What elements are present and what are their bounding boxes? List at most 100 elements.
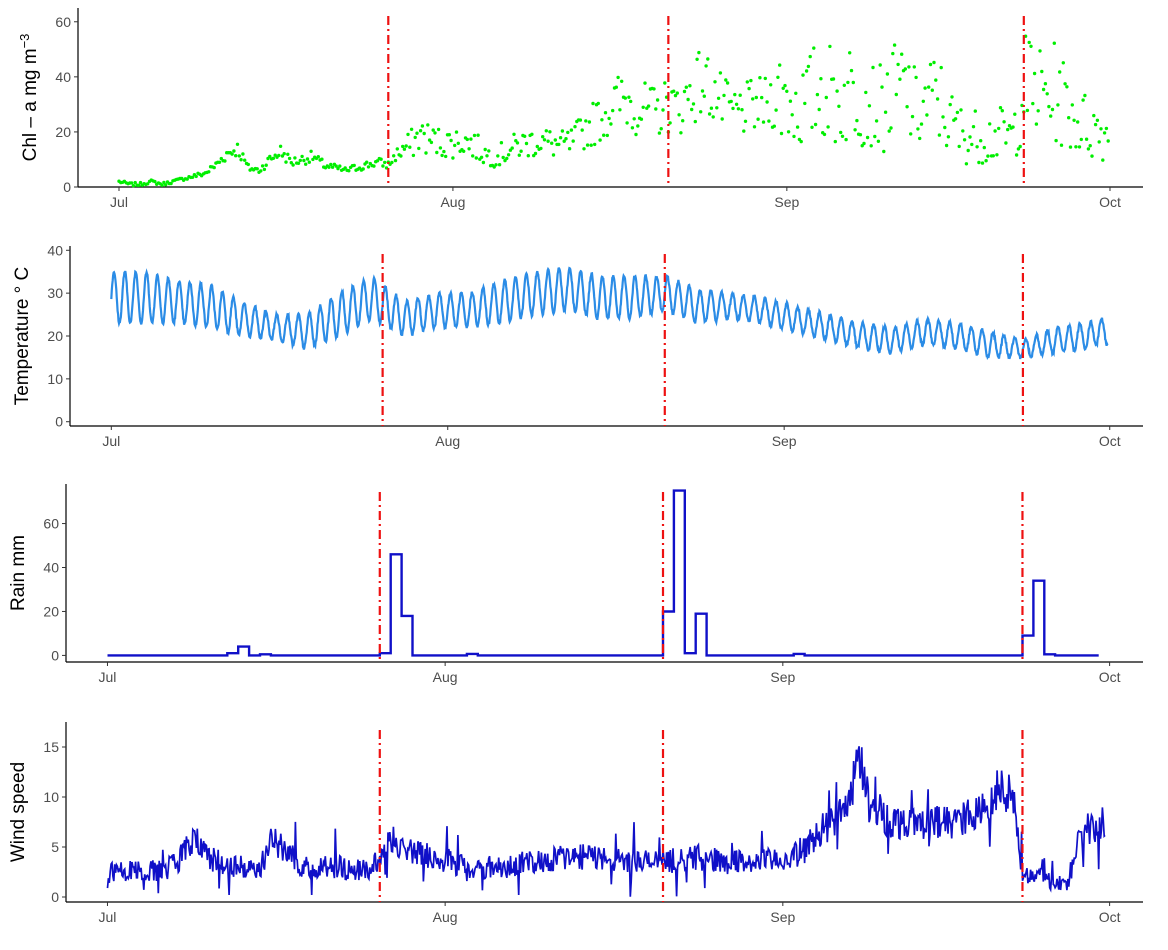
chl-a-point bbox=[1101, 158, 1105, 162]
chl-a-point bbox=[754, 95, 758, 100]
chl-a-point bbox=[695, 57, 699, 61]
chl-a-point bbox=[413, 135, 417, 140]
x-tick-label: Jul bbox=[110, 194, 128, 210]
chl-a-point bbox=[1031, 101, 1035, 106]
chl-a-point bbox=[772, 124, 776, 128]
chl-a-point bbox=[1067, 116, 1071, 120]
x-tick-label: Aug bbox=[433, 669, 458, 685]
chl-a-point bbox=[567, 147, 572, 151]
chl-a-point bbox=[887, 129, 891, 133]
chl-a-point bbox=[778, 63, 782, 67]
chl-a-point bbox=[639, 117, 644, 121]
chl-a-point bbox=[336, 166, 340, 171]
chl-a-point bbox=[519, 149, 523, 153]
chl-a-point bbox=[1061, 61, 1066, 65]
chl-a-point bbox=[998, 106, 1003, 110]
chl-a-point bbox=[499, 141, 504, 145]
chl-a-point bbox=[693, 119, 697, 124]
chl-a-point bbox=[618, 108, 622, 112]
chl-a-point bbox=[526, 154, 530, 158]
chl-a-point bbox=[533, 151, 538, 156]
chl-a-point bbox=[444, 154, 448, 159]
chl-a-point bbox=[293, 156, 297, 160]
chl-a-point bbox=[646, 104, 651, 108]
chl-a-point bbox=[630, 126, 635, 130]
chl-a-point bbox=[160, 183, 164, 187]
chl-a-point bbox=[560, 129, 565, 133]
chl-a-point bbox=[982, 145, 986, 150]
chl-a-point bbox=[817, 107, 821, 112]
chl-a-point bbox=[697, 50, 701, 55]
chl-a-point bbox=[230, 152, 234, 156]
chl-a-point bbox=[833, 139, 837, 144]
chl-a-point bbox=[422, 131, 426, 136]
y-tick-label: 60 bbox=[43, 516, 59, 532]
chl-a-point bbox=[1040, 69, 1044, 74]
chl-a-point bbox=[544, 129, 548, 133]
chl-a-point bbox=[164, 183, 168, 187]
chl-a-point bbox=[304, 162, 308, 166]
chl-a-point bbox=[779, 131, 784, 136]
chl-a-point bbox=[589, 143, 593, 147]
chl-a-point bbox=[451, 156, 455, 160]
chl-a-points bbox=[117, 34, 1110, 188]
chl-a-point bbox=[813, 122, 818, 127]
chl-a-point bbox=[1002, 120, 1006, 124]
chl-a-point bbox=[453, 143, 457, 148]
chl-a-point bbox=[882, 149, 886, 154]
chl-a-point bbox=[918, 136, 922, 141]
chl-a-point bbox=[885, 72, 890, 76]
chl-a-point bbox=[1027, 40, 1031, 45]
chl-a-point bbox=[268, 154, 272, 159]
chl-a-point bbox=[523, 134, 527, 138]
chl-a-point bbox=[878, 63, 882, 67]
chl-a-point bbox=[734, 102, 739, 107]
chl-a-point bbox=[715, 106, 719, 110]
chl-a-point bbox=[627, 95, 631, 99]
chl-a-point bbox=[602, 133, 606, 137]
chl-a-point bbox=[1004, 141, 1008, 145]
chl-a-point bbox=[837, 104, 841, 109]
chl-a-point bbox=[571, 139, 575, 143]
chl-a-point bbox=[980, 161, 985, 165]
chl-a-point bbox=[641, 105, 645, 110]
chl-a-point bbox=[892, 43, 897, 47]
chl-a-point bbox=[1047, 104, 1051, 109]
y-tick-label: 10 bbox=[43, 789, 59, 805]
chl-a-point bbox=[241, 152, 245, 156]
chl-a-point bbox=[785, 89, 789, 94]
chl-a-point bbox=[765, 100, 769, 104]
chl-a-point bbox=[194, 174, 198, 179]
y-tick-label: 0 bbox=[55, 414, 63, 430]
chl-a-point bbox=[738, 93, 742, 97]
chl-a-point bbox=[927, 85, 931, 89]
chl-a-point bbox=[1007, 124, 1012, 128]
chl-a-point bbox=[1050, 107, 1055, 112]
chl-a-point bbox=[585, 143, 590, 147]
chl-a-point bbox=[280, 154, 285, 158]
chl-a-point bbox=[792, 134, 796, 139]
x-tick-label: Aug bbox=[435, 433, 460, 449]
x-tick-label: Sep bbox=[772, 433, 797, 449]
chl-a-point bbox=[822, 132, 827, 137]
chl-a-point bbox=[912, 65, 916, 69]
chl-a-point bbox=[497, 163, 502, 167]
chl-a-point bbox=[591, 101, 595, 106]
chl-a-point bbox=[815, 92, 820, 97]
chl-a-point bbox=[271, 156, 276, 160]
chl-a-point bbox=[1077, 145, 1082, 149]
chl-a-point bbox=[343, 166, 347, 170]
chl-a-point bbox=[668, 121, 672, 125]
chl-a-point bbox=[966, 148, 970, 153]
chl-a-point bbox=[379, 157, 383, 161]
chl-a-point bbox=[406, 132, 410, 137]
chl-a-point bbox=[898, 77, 902, 81]
chl-a-point bbox=[530, 132, 534, 136]
chl-a-point bbox=[307, 160, 311, 164]
chl-a-point bbox=[1092, 113, 1096, 118]
chl-a-point bbox=[352, 163, 356, 168]
chl-a-point bbox=[476, 133, 480, 137]
chl-a-point bbox=[769, 83, 773, 87]
chl-a-point bbox=[566, 130, 570, 135]
